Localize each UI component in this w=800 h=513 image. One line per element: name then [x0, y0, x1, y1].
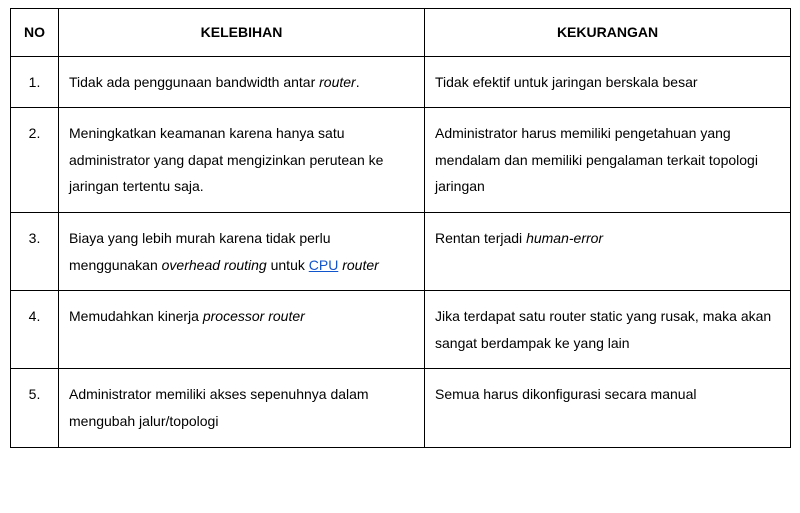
text-fragment: Semua harus dikonfigurasi secara manual — [435, 386, 696, 402]
cell-no: 4. — [11, 291, 59, 369]
cell-kelebihan: Meningkatkan keamanan karena hanya satu … — [59, 108, 425, 213]
italic-text: overhead routing — [162, 257, 267, 273]
col-header-no: NO — [11, 9, 59, 57]
table-row: 5. Administrator memiliki akses sepenuhn… — [11, 369, 791, 447]
cell-kelebihan: Administrator memiliki akses sepenuhnya … — [59, 369, 425, 447]
cell-kekurangan: Tidak efektif untuk jaringan berskala be… — [425, 56, 791, 108]
cell-no: 3. — [11, 212, 59, 290]
comparison-table: NO KELEBIHAN KEKURANGAN 1. Tidak ada pen… — [10, 8, 791, 448]
table-row: 4. Memudahkan kinerja processor router J… — [11, 291, 791, 369]
cell-kelebihan: Tidak ada penggunaan bandwidth antar rou… — [59, 56, 425, 108]
text-fragment: untuk — [267, 257, 309, 273]
text-fragment: . — [356, 74, 360, 90]
cell-kekurangan: Jika terdapat satu router static yang ru… — [425, 291, 791, 369]
text-fragment: Rentan terjadi — [435, 230, 526, 246]
italic-text: router — [342, 257, 379, 273]
text-fragment: Memudahkan kinerja — [69, 308, 203, 324]
cell-kelebihan: Biaya yang lebih murah karena tidak perl… — [59, 212, 425, 290]
cpu-link[interactable]: CPU — [309, 257, 339, 273]
italic-text: router — [319, 74, 356, 90]
table-row: 2. Meningkatkan keamanan karena hanya sa… — [11, 108, 791, 213]
col-header-kekurangan: KEKURANGAN — [425, 9, 791, 57]
cell-no: 1. — [11, 56, 59, 108]
table-row: 3. Biaya yang lebih murah karena tidak p… — [11, 212, 791, 290]
italic-text: human-error — [526, 230, 603, 246]
text-fragment: Jika terdapat satu router static yang ru… — [435, 308, 771, 351]
text-fragment: Administrator memiliki akses sepenuhnya … — [69, 386, 369, 429]
cell-no: 5. — [11, 369, 59, 447]
italic-text: processor router — [203, 308, 305, 324]
cell-kekurangan: Administrator harus memiliki pengetahuan… — [425, 108, 791, 213]
text-fragment: Tidak efektif untuk jaringan berskala be… — [435, 74, 698, 90]
cell-kelebihan: Memudahkan kinerja processor router — [59, 291, 425, 369]
col-header-kelebihan: KELEBIHAN — [59, 9, 425, 57]
table-header-row: NO KELEBIHAN KEKURANGAN — [11, 9, 791, 57]
cell-kekurangan: Rentan terjadi human-error — [425, 212, 791, 290]
text-fragment: Tidak ada penggunaan bandwidth antar — [69, 74, 319, 90]
cell-kekurangan: Semua harus dikonfigurasi secara manual — [425, 369, 791, 447]
text-fragment: Administrator harus memiliki pengetahuan… — [435, 125, 758, 194]
cell-no: 2. — [11, 108, 59, 213]
table-row: 1. Tidak ada penggunaan bandwidth antar … — [11, 56, 791, 108]
text-fragment: Meningkatkan keamanan karena hanya satu … — [69, 125, 383, 194]
